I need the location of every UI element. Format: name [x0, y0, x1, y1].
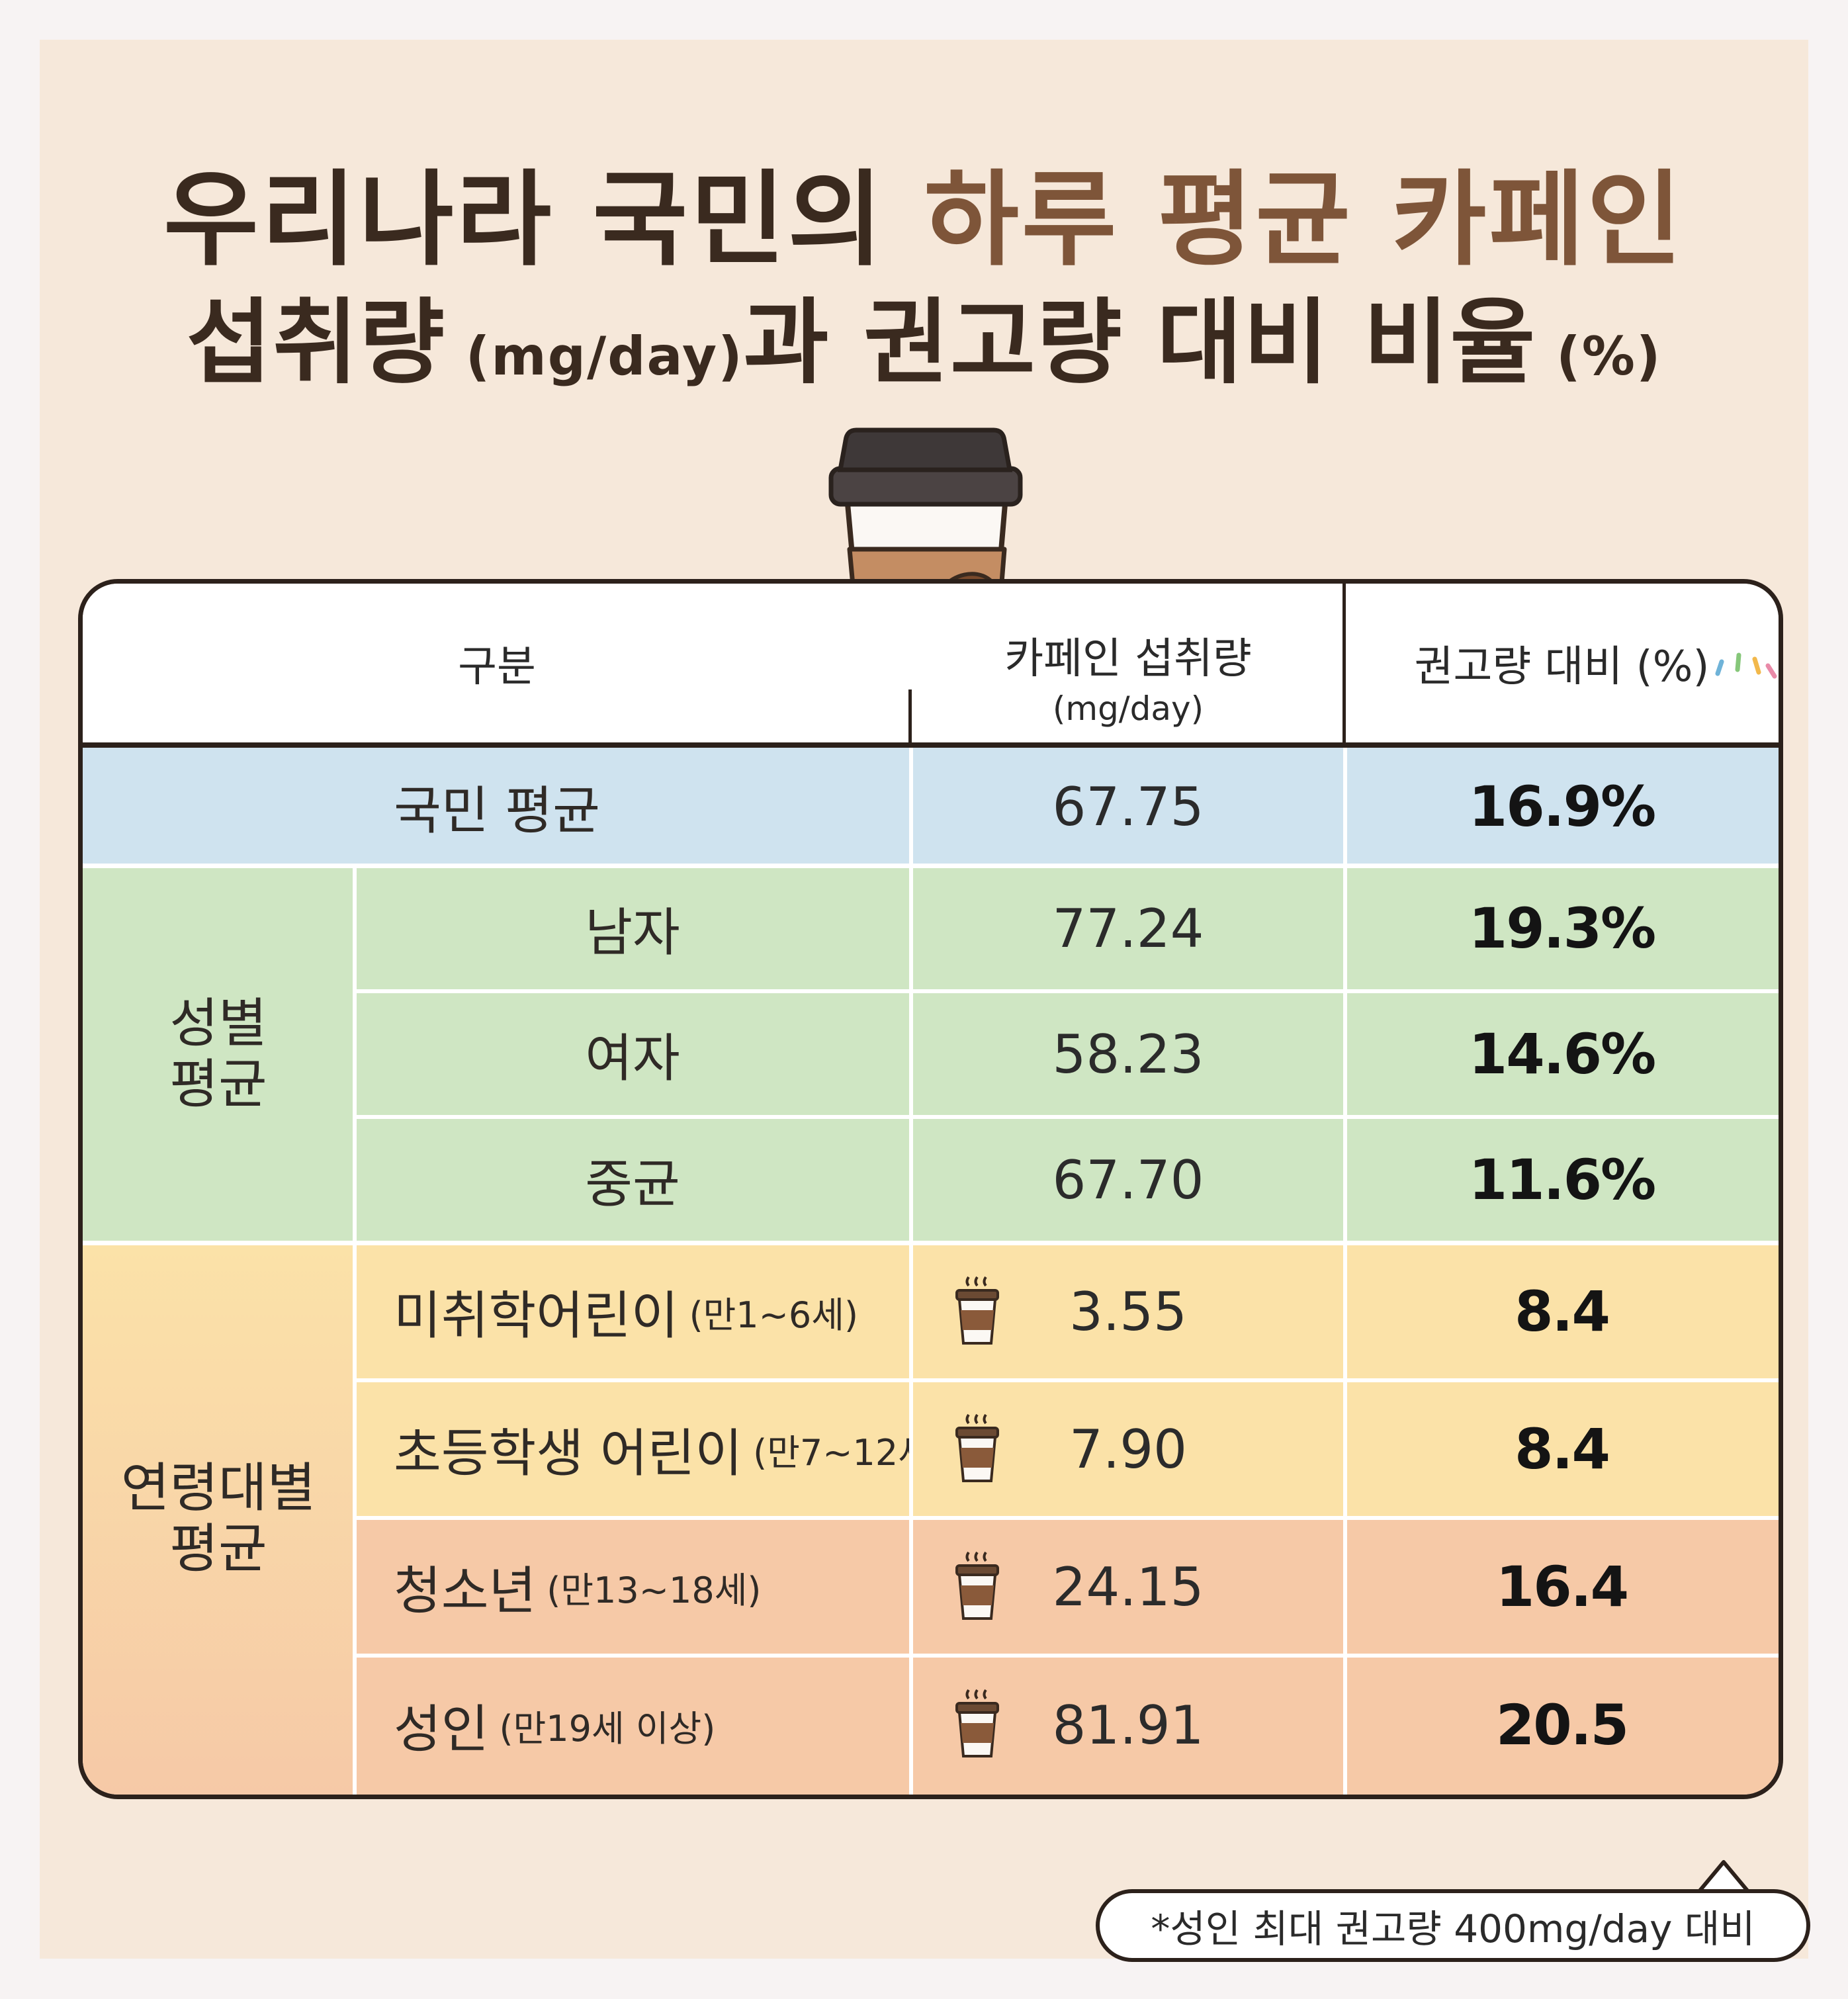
column-divider — [909, 748, 913, 1795]
row-intake: 7.90 — [911, 1380, 1345, 1518]
small-coffee-cup-icon — [955, 1551, 999, 1620]
intake-value: 67.75 — [1052, 776, 1204, 838]
row-age-range: (만19세 이상) — [499, 1707, 716, 1750]
row-divider — [354, 1378, 1779, 1382]
title-text-dark: 우리나라 국민의 — [163, 159, 924, 280]
small-coffee-cup-icon — [955, 1689, 999, 1757]
row-label: 성인 (만19세 이상) — [354, 1656, 911, 1795]
title-line-1: 우리나라 국민의 하루 평균 카페인 — [40, 136, 1808, 285]
row-ratio: 16.4 — [1345, 1518, 1779, 1656]
row-label-text: 여자 — [585, 1029, 680, 1088]
ratio-value: 8.4 — [1515, 1279, 1610, 1344]
header-intake-unit: (mg/day) — [1052, 689, 1204, 728]
row-divider — [83, 864, 1779, 868]
caffeine-table: 구분 카페인 섭취량 (mg/day) 권고량 대비 (%) 국민 평균 67.… — [78, 579, 1783, 1799]
row-intake: 3.55 — [911, 1243, 1345, 1380]
header-ratio-label: 권고량 대비 (%) — [1414, 643, 1710, 691]
intake-value: 67.70 — [1052, 1149, 1204, 1211]
row-label-text: 국민 평균 — [394, 781, 600, 841]
group-label-line: 평균 — [169, 1053, 267, 1115]
row-label: 중균 — [354, 1117, 911, 1243]
title-unit-percent: (%) — [1536, 326, 1662, 387]
header-ratio: 권고량 대비 (%) — [1345, 584, 1779, 742]
row-divider — [354, 989, 1779, 993]
column-divider — [1343, 748, 1347, 1795]
ratio-value: 16.4 — [1495, 1554, 1629, 1619]
row-label-text: 남자 — [585, 903, 680, 963]
header-column-divider — [1342, 584, 1346, 742]
group-label-sex: 성별 평균 — [83, 866, 354, 1243]
header-divider — [83, 742, 1779, 748]
row-intake: 67.70 — [911, 1117, 1345, 1243]
intake-value: 58.23 — [1052, 1023, 1204, 1085]
footnote-pointer — [1695, 1860, 1752, 1895]
intake-value: 77.24 — [1052, 897, 1204, 959]
row-ratio: 11.6% — [1345, 1117, 1779, 1243]
row-divider — [354, 1115, 1779, 1119]
row-label: 국민 평균 — [83, 748, 911, 866]
footnote-bubble: *성인 최대 권고량 400mg/day 대비 — [1096, 1889, 1810, 1962]
title-text-ratio: 과 권고량 대비 비율 — [743, 289, 1537, 397]
intake-value: 3.55 — [1069, 1280, 1188, 1343]
row-label-text: 청소년 — [394, 1562, 537, 1621]
title-text-intake: 섭취량 — [186, 289, 446, 397]
group-label-age: 연령대별 평균 — [83, 1243, 354, 1795]
header-category: 구분 — [83, 584, 911, 742]
ratio-value: 19.3% — [1468, 896, 1656, 961]
header-intake-label: 카페인 섭취량 — [1004, 635, 1252, 684]
row-label-text: 성인 — [394, 1700, 489, 1759]
group-label-line: 평균 — [169, 1518, 267, 1579]
footnote-text: *성인 최대 권고량 400mg/day 대비 — [1151, 1906, 1755, 1951]
ratio-value: 20.5 — [1495, 1693, 1629, 1757]
row-ratio: 19.3% — [1345, 866, 1779, 991]
column-divider — [353, 866, 357, 1795]
header-category-label: 구분 — [458, 643, 536, 691]
title-line-2: 섭취량 (mg/day)과 권고량 대비 비율 (%) — [40, 268, 1808, 402]
header-intake: 카페인 섭취량 (mg/day) — [911, 584, 1345, 742]
title-unit-mgday: (mg/day) — [445, 326, 744, 387]
group-label-line: 성별 — [169, 993, 267, 1054]
row-divider — [83, 1241, 1779, 1245]
row-divider — [354, 1516, 1779, 1520]
row-label-text: 미취학어린이 — [394, 1286, 679, 1346]
row-intake: 81.91 — [911, 1656, 1345, 1795]
row-label: 남자 — [354, 866, 911, 991]
row-label: 여자 — [354, 991, 911, 1117]
row-label: 미취학어린이 (만1~6세) — [354, 1243, 911, 1380]
ratio-value: 11.6% — [1468, 1147, 1656, 1212]
row-ratio: 20.5 — [1345, 1656, 1779, 1795]
row-ratio: 14.6% — [1345, 991, 1779, 1117]
row-label-text: 초등학생 어린이 — [394, 1424, 743, 1484]
row-divider — [354, 1654, 1779, 1658]
row-label: 청소년 (만13~18세) — [354, 1518, 911, 1656]
row-intake: 77.24 — [911, 866, 1345, 991]
ratio-value: 8.4 — [1515, 1417, 1610, 1482]
infographic-canvas: 우리나라 국민의 하루 평균 카페인 섭취량 (mg/day)과 권고량 대비 … — [40, 40, 1810, 1962]
header-column-divider — [908, 689, 912, 742]
row-intake: 24.15 — [911, 1518, 1345, 1656]
row-ratio: 8.4 — [1345, 1380, 1779, 1518]
row-age-range: (만13~18세) — [547, 1569, 762, 1611]
row-intake: 67.75 — [911, 748, 1345, 866]
group-label-line: 연령대별 — [120, 1457, 316, 1519]
title-text-highlight: 하루 평균 카페인 — [924, 159, 1685, 280]
row-age-range: (만1~6세) — [689, 1294, 859, 1336]
row-label-text: 중균 — [585, 1155, 680, 1214]
row-intake: 58.23 — [911, 991, 1345, 1117]
intake-value: 24.15 — [1052, 1556, 1204, 1618]
small-coffee-cup-icon — [955, 1413, 999, 1482]
row-ratio: 8.4 — [1345, 1243, 1779, 1380]
row-label: 초등학생 어린이 (만7~12세) — [354, 1380, 945, 1518]
sparkle-icon — [1715, 652, 1777, 679]
intake-value: 81.91 — [1052, 1694, 1204, 1756]
row-ratio: 16.9% — [1345, 748, 1779, 866]
intake-value: 7.90 — [1069, 1418, 1188, 1480]
ratio-value: 14.6% — [1468, 1022, 1656, 1087]
ratio-value: 16.9% — [1468, 774, 1656, 839]
small-coffee-cup-icon — [955, 1276, 999, 1345]
